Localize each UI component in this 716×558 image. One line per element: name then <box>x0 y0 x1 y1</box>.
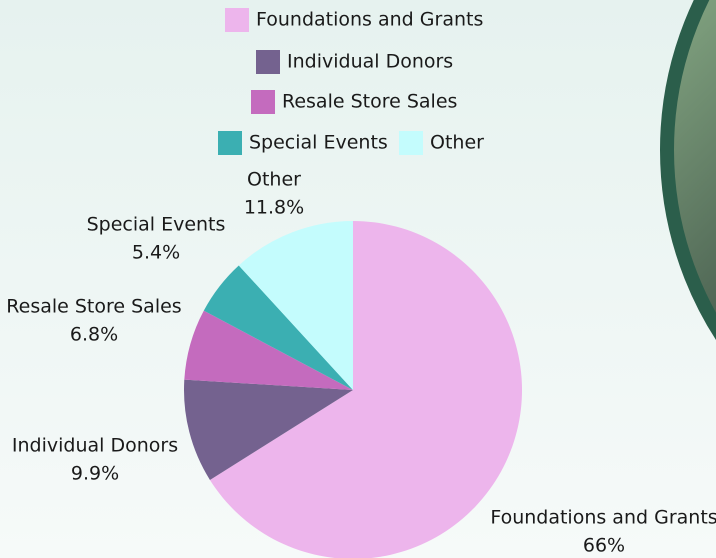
photo-frame <box>660 0 716 340</box>
slice-value: 5.4% <box>132 242 180 264</box>
pie-slice <box>203 265 353 390</box>
pie <box>183 221 522 558</box>
slice-label: Resale Store Sales <box>6 296 181 318</box>
legend-label: Special Events <box>249 132 388 154</box>
slice-label: Other <box>247 169 301 191</box>
legend-swatch <box>256 50 280 74</box>
slice-label: Special Events <box>87 214 226 236</box>
legend-swatch <box>225 8 249 32</box>
legend-label: Resale Store Sales <box>282 91 457 113</box>
slice-value: 6.8% <box>70 324 118 346</box>
pie-slice <box>238 221 353 390</box>
legend-swatch <box>251 90 275 114</box>
slice-label: Foundations and Grants <box>490 507 716 529</box>
pie-slice <box>184 310 353 390</box>
slice-value: 66% <box>583 535 625 557</box>
pie-slice <box>183 379 353 480</box>
data-labels: Foundations and Grants 66% Individual Dono… <box>6 169 716 557</box>
legend-label: Individual Donors <box>287 51 453 73</box>
legend: Foundations and Grants Individual Donors R… <box>218 8 484 155</box>
slice-value: 9.9% <box>71 463 119 485</box>
pie-slice <box>209 221 522 558</box>
legend-swatch <box>399 131 423 155</box>
slice-label: Individual Donors <box>12 435 178 457</box>
legend-swatch <box>218 131 242 155</box>
legend-label: Foundations and Grants <box>256 9 483 31</box>
slice-value: 11.8% <box>244 197 304 219</box>
legend-label: Other <box>430 132 484 154</box>
